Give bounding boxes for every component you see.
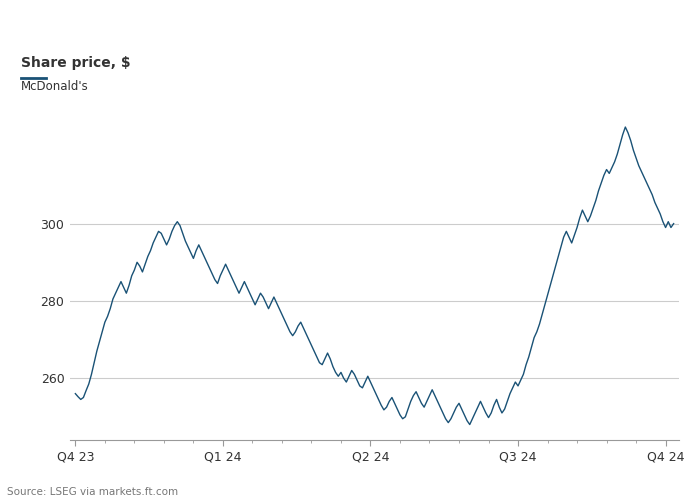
Text: Share price, $: Share price, $ (21, 56, 131, 70)
Text: McDonald's: McDonald's (21, 80, 89, 92)
Text: Source: LSEG via markets.ft.com: Source: LSEG via markets.ft.com (7, 487, 178, 497)
